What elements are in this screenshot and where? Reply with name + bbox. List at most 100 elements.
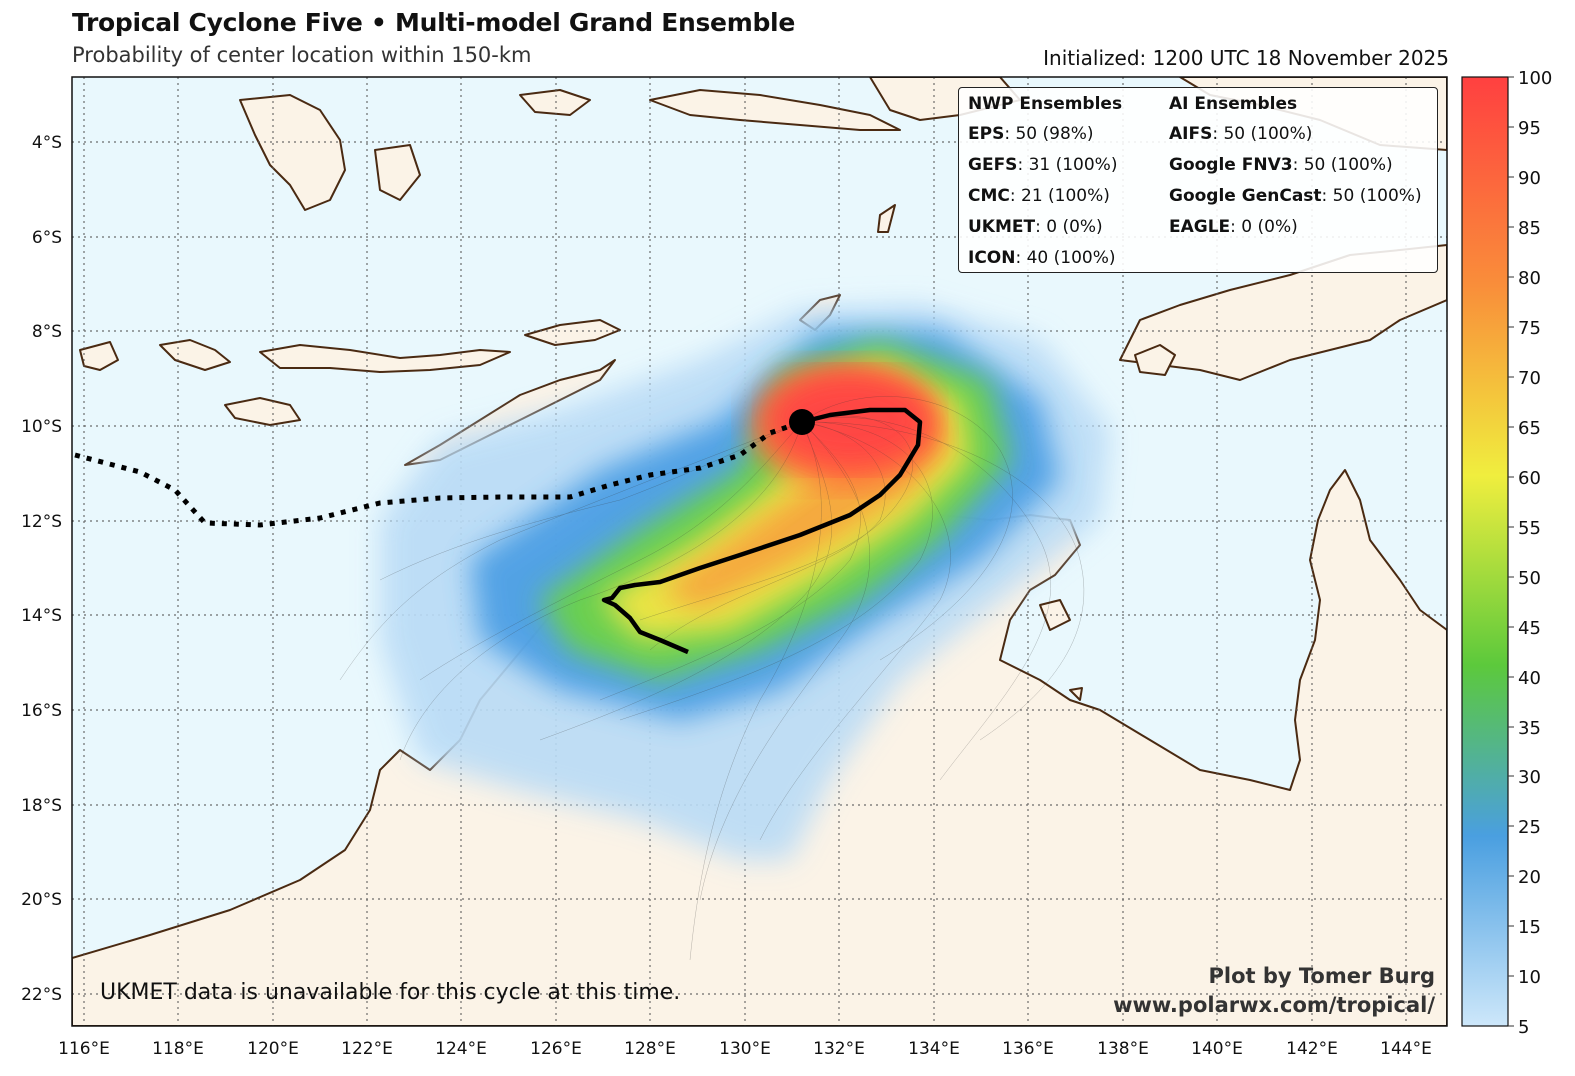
lon-tick: 144°E <box>1380 1039 1432 1059</box>
lon-tick: 126°E <box>530 1039 582 1059</box>
ukmet-note: UKMET data is unavailable for this cycle… <box>100 980 681 1005</box>
legend-row: Google GenCast: 50 (100%) <box>1169 186 1422 217</box>
lat-tick: 12°S <box>21 512 62 532</box>
model-name: Google FNV3 <box>1169 155 1293 175</box>
lat-tick: 4°S <box>32 133 62 153</box>
colorbar-label: 5 <box>1518 1017 1529 1038</box>
chart-title: Tropical Cyclone Five • Multi-model Gran… <box>72 8 795 37</box>
flores-island <box>259 344 511 373</box>
wellesley-islands <box>1069 687 1083 701</box>
legend-row: EPS: 50 (98%) <box>968 124 1122 155</box>
model-name: AIFS <box>1169 124 1213 144</box>
kai-islands <box>877 204 896 233</box>
lat-tick: 10°S <box>21 417 62 437</box>
colorbar-label: 90 <box>1518 168 1541 189</box>
colorbar-label: 25 <box>1518 817 1541 838</box>
colorbar-label: 35 <box>1518 718 1541 739</box>
model-count: : 50 (100%) <box>1321 186 1422 206</box>
lat-tick: 18°S <box>21 796 62 816</box>
colorbar-label: 100 <box>1518 68 1552 89</box>
lombok-island <box>79 341 119 371</box>
chart-subtitle: Probability of center location within 15… <box>72 43 532 67</box>
legend-row: Google FNV3: 50 (100%) <box>1169 155 1422 186</box>
alor-island <box>524 319 621 346</box>
model-count: : 50 (100%) <box>1212 124 1313 144</box>
seram-island <box>649 89 901 131</box>
model-name: ICON <box>968 248 1016 268</box>
legend-row: AIFS: 50 (100%) <box>1169 124 1422 155</box>
lon-tick: 120°E <box>247 1039 299 1059</box>
colorbar-label: 30 <box>1518 767 1541 788</box>
model-count: : 40 (100%) <box>1015 248 1116 268</box>
model-name: UKMET <box>968 217 1036 237</box>
colorbar-label: 40 <box>1518 668 1541 689</box>
probability-swath <box>380 305 1110 860</box>
lon-tick: 122°E <box>341 1039 393 1059</box>
ai-header: AI Ensembles <box>1169 94 1298 114</box>
lon-tick: 136°E <box>1002 1039 1054 1059</box>
colorbar-gradient <box>1461 76 1509 1027</box>
lon-tick: 124°E <box>435 1039 487 1059</box>
model-name: EAGLE <box>1169 217 1231 237</box>
plot-frame <box>71 76 1448 1027</box>
legend-row: GEFS: 31 (100%) <box>968 155 1122 186</box>
legend-row: ICON: 40 (100%) <box>968 248 1122 279</box>
lon-tick: 134°E <box>908 1039 960 1059</box>
lon-tick: 128°E <box>624 1039 676 1059</box>
colorbar-label: 55 <box>1518 518 1541 539</box>
plot-credit: Plot by Tomer Burg www.polarwx.com/tropi… <box>1113 962 1435 1020</box>
colorbar-label: 65 <box>1518 418 1541 439</box>
storm-center-marker <box>789 409 815 435</box>
new-guinea-landmass <box>1119 244 1447 381</box>
lat-tick: 14°S <box>21 606 62 626</box>
lat-tick: 20°S <box>21 890 62 910</box>
model-count: : 50 (98%) <box>1004 124 1094 144</box>
credit-url[interactable]: www.polarwx.com/tropical/ <box>1113 993 1435 1017</box>
colorbar: 100 95 90 85 80 75 70 65 60 55 50 45 40 … <box>1461 68 1552 1038</box>
lat-tick: 16°S <box>21 701 62 721</box>
lon-tick: 130°E <box>719 1039 771 1059</box>
lon-tick: 132°E <box>813 1039 865 1059</box>
legend-row: CMC: 21 (100%) <box>968 186 1122 217</box>
credit-author: Plot by Tomer Burg <box>1208 964 1436 988</box>
ai-column: AI Ensembles AIFS: 50 (100%) Google FNV3… <box>1169 94 1422 248</box>
colorbar-label: 95 <box>1518 118 1541 139</box>
longitude-axis: 116°E 118°E 120°E 122°E 124°E 126°E 128°… <box>58 1039 1432 1059</box>
buton-island <box>374 144 421 201</box>
colorbar-label: 50 <box>1518 568 1541 589</box>
colorbar-label: 85 <box>1518 218 1541 239</box>
model-name: EPS <box>968 124 1005 144</box>
buru-island <box>519 89 591 116</box>
nwp-column: NWP Ensembles EPS: 50 (98%) GEFS: 31 (10… <box>968 94 1122 279</box>
model-name: Google GenCast <box>1169 186 1322 206</box>
groote-eylandt <box>1039 599 1071 631</box>
colorbar-label: 15 <box>1518 917 1541 938</box>
lon-tick: 142°E <box>1286 1039 1338 1059</box>
initialized-time: Initialized: 1200 UTC 18 November 2025 <box>1043 46 1449 70</box>
colorbar-label: 70 <box>1518 368 1541 389</box>
nwp-header: NWP Ensembles <box>968 94 1123 114</box>
legend-row: UKMET: 0 (0%) <box>968 217 1122 248</box>
colorbar-ticks <box>1508 76 1514 1027</box>
sumba-island <box>224 397 301 426</box>
model-count: : 21 (100%) <box>1009 186 1110 206</box>
lat-tick: 6°S <box>32 228 62 248</box>
colorbar-label: 75 <box>1518 318 1541 339</box>
lat-tick: 22°S <box>21 985 62 1005</box>
ensemble-legend: NWP Ensembles EPS: 50 (98%) GEFS: 31 (10… <box>958 87 1438 273</box>
colorbar-label: 10 <box>1518 967 1541 988</box>
lon-tick: 118°E <box>152 1039 204 1059</box>
model-count: : 31 (100%) <box>1017 155 1118 175</box>
colorbar-label: 45 <box>1518 618 1541 639</box>
lat-tick: 8°S <box>32 322 62 342</box>
model-name: GEFS <box>968 155 1018 175</box>
past-track <box>74 419 803 528</box>
colorbar-label: 60 <box>1518 468 1541 489</box>
mean-forecast-track <box>601 407 923 655</box>
ensemble-tracks <box>339 396 1085 961</box>
lon-tick: 116°E <box>58 1039 110 1059</box>
lon-tick: 140°E <box>1191 1039 1243 1059</box>
model-name: CMC <box>968 186 1010 206</box>
model-count: : 0 (0%) <box>1035 217 1103 237</box>
colorbar-label: 80 <box>1518 268 1541 289</box>
